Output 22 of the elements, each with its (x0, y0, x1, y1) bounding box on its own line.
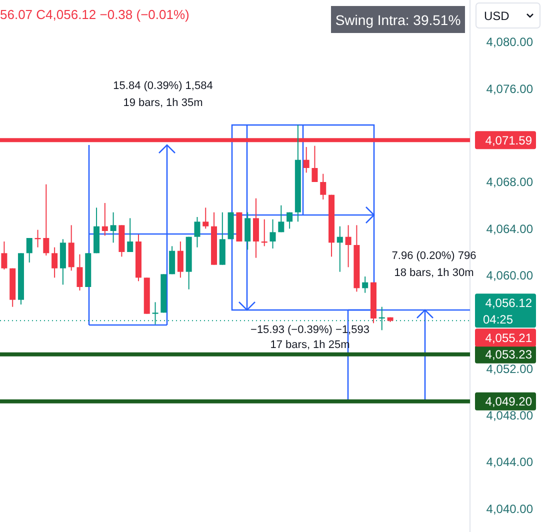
ref-line-label: 4,056.12 (485, 296, 532, 310)
text: 4,055.21 (485, 330, 532, 345)
y-tick-label: 4,040.00 (486, 502, 534, 516)
y-tick-label: 4,064.00 (486, 222, 534, 236)
annotation: 19 bars, 1h 35m (123, 97, 203, 109)
y-tick-label: 4,044.00 (486, 455, 534, 470)
text: 04:25 (483, 312, 514, 327)
annotation: 56.07 C4,056.12 −0.38 (−0.01%) (0, 7, 190, 22)
y-tick-label: 4,068.00 (486, 175, 534, 190)
ref-line-label: 4,053.23 (485, 348, 532, 362)
ref-line-label: 4,071.59 (485, 133, 532, 148)
y-tick-label: 4,080.00 (486, 35, 534, 50)
annotation: 18 bars, 1h 30m (394, 267, 474, 279)
ref-line-label: 4,049.20 (485, 394, 532, 409)
annotation: 7.96 (0.20%) 796 (392, 250, 476, 262)
y-tick-label: 4,048.00 (486, 408, 534, 423)
y-tick-label: 4,052.00 (486, 362, 534, 376)
annotation: Swing Intra: 39.51% (335, 12, 461, 28)
text: USD (484, 9, 510, 23)
annotation: 15.84 (0.39%) 1,584 (113, 80, 213, 92)
y-tick-label: 4,076.00 (486, 82, 534, 96)
y-tick-label: 4,060.00 (486, 268, 534, 283)
